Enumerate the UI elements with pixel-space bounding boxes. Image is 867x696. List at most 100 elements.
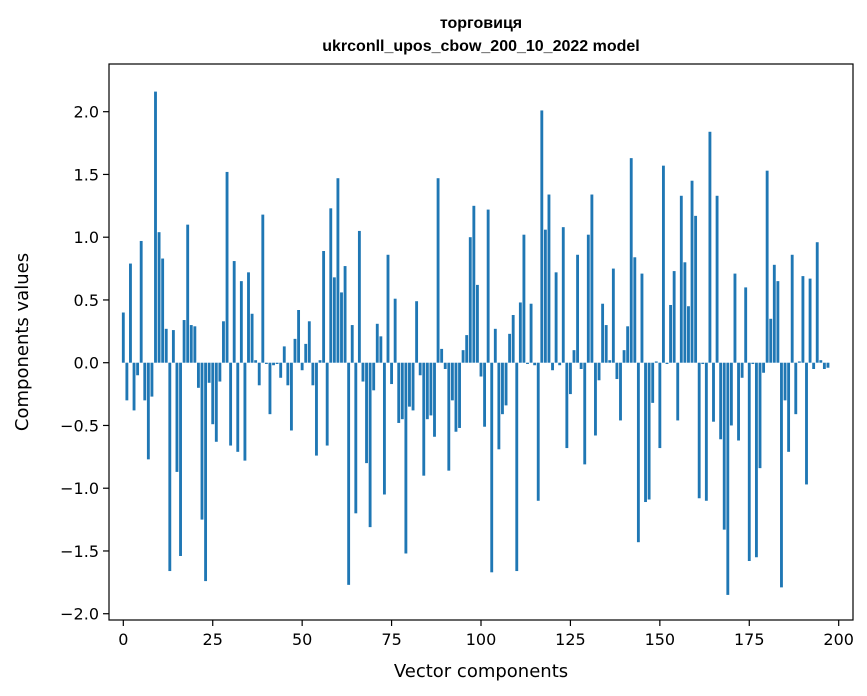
bar	[533, 362, 537, 366]
bar	[418, 362, 422, 376]
bar	[193, 326, 197, 363]
x-tick-label: 200	[823, 630, 854, 649]
bar	[744, 287, 748, 363]
bar	[572, 350, 576, 363]
bar	[629, 158, 633, 363]
bar	[304, 343, 308, 363]
bar	[712, 362, 715, 422]
bar	[715, 195, 719, 363]
y-tick-label: 0.5	[74, 291, 99, 310]
bar	[801, 276, 805, 363]
bar	[547, 194, 551, 363]
bar	[812, 362, 816, 369]
bar	[594, 362, 597, 436]
bar	[683, 262, 687, 363]
bar	[161, 258, 165, 363]
y-tick-label: 0.0	[74, 354, 99, 373]
bar	[243, 362, 247, 461]
bar	[780, 362, 783, 588]
bar	[483, 362, 487, 427]
bar	[189, 325, 193, 363]
bar	[475, 284, 479, 363]
bar	[254, 360, 258, 363]
x-tick-label: 125	[555, 630, 586, 649]
bar	[200, 362, 204, 520]
bar	[518, 302, 522, 363]
bar	[214, 362, 218, 442]
y-tick-label: −1.5	[60, 542, 99, 561]
bar	[450, 362, 454, 401]
bar	[522, 234, 526, 363]
bars-group	[121, 91, 830, 595]
bar	[218, 362, 222, 382]
bar	[343, 266, 347, 363]
bar	[368, 362, 372, 528]
bar	[765, 170, 769, 363]
bar	[661, 165, 665, 363]
y-tick-label: −2.0	[60, 605, 99, 624]
bar	[182, 320, 186, 363]
bar	[762, 362, 766, 373]
bar	[776, 281, 780, 363]
bar	[354, 362, 358, 514]
x-tick-label: 25	[203, 630, 223, 649]
bar	[472, 205, 476, 363]
x-axis-ticks: 0 25 50 75 100 125 150 175 200	[118, 620, 854, 649]
bar	[196, 362, 200, 388]
bar	[171, 330, 175, 363]
bar	[701, 362, 705, 364]
bar	[357, 230, 361, 363]
bar	[207, 362, 211, 383]
bar	[654, 361, 658, 363]
bar	[690, 180, 694, 363]
bar	[826, 362, 830, 368]
bar	[640, 273, 644, 363]
bar	[619, 362, 622, 421]
bar	[257, 362, 261, 386]
y-tick-label: 1.0	[74, 228, 99, 247]
bar	[375, 323, 379, 363]
bar	[332, 277, 336, 363]
bar	[679, 195, 683, 363]
bar	[261, 214, 265, 363]
bar	[125, 362, 129, 401]
bar	[497, 362, 501, 450]
bar	[579, 362, 583, 369]
bar	[561, 227, 565, 363]
bar	[486, 209, 490, 363]
bar	[490, 362, 494, 573]
bar	[179, 362, 182, 556]
bar	[121, 312, 125, 363]
bar	[164, 328, 168, 363]
bar	[232, 261, 236, 363]
bar	[297, 310, 301, 363]
bar	[568, 362, 572, 395]
bar	[708, 131, 712, 363]
y-tick-label: 1.5	[74, 165, 99, 184]
bar	[758, 362, 762, 469]
bar	[379, 336, 383, 363]
bar	[672, 271, 676, 363]
bar	[787, 362, 791, 452]
bar	[604, 325, 608, 363]
plot-frame	[108, 63, 854, 621]
bar	[390, 362, 394, 385]
bar	[340, 292, 343, 363]
bar	[143, 362, 147, 401]
bar	[454, 362, 458, 432]
bar	[289, 362, 293, 431]
bar	[458, 362, 461, 428]
bar	[665, 362, 669, 364]
bar	[311, 362, 315, 386]
y-tick-label: 2.0	[74, 103, 99, 122]
bar	[429, 362, 433, 416]
bar	[247, 272, 250, 363]
bar	[540, 110, 544, 363]
y-tick-label: −1.0	[60, 479, 99, 498]
bar	[325, 362, 329, 446]
bar	[615, 362, 619, 380]
bar	[644, 362, 647, 503]
bar	[347, 362, 351, 585]
bar	[315, 362, 318, 456]
